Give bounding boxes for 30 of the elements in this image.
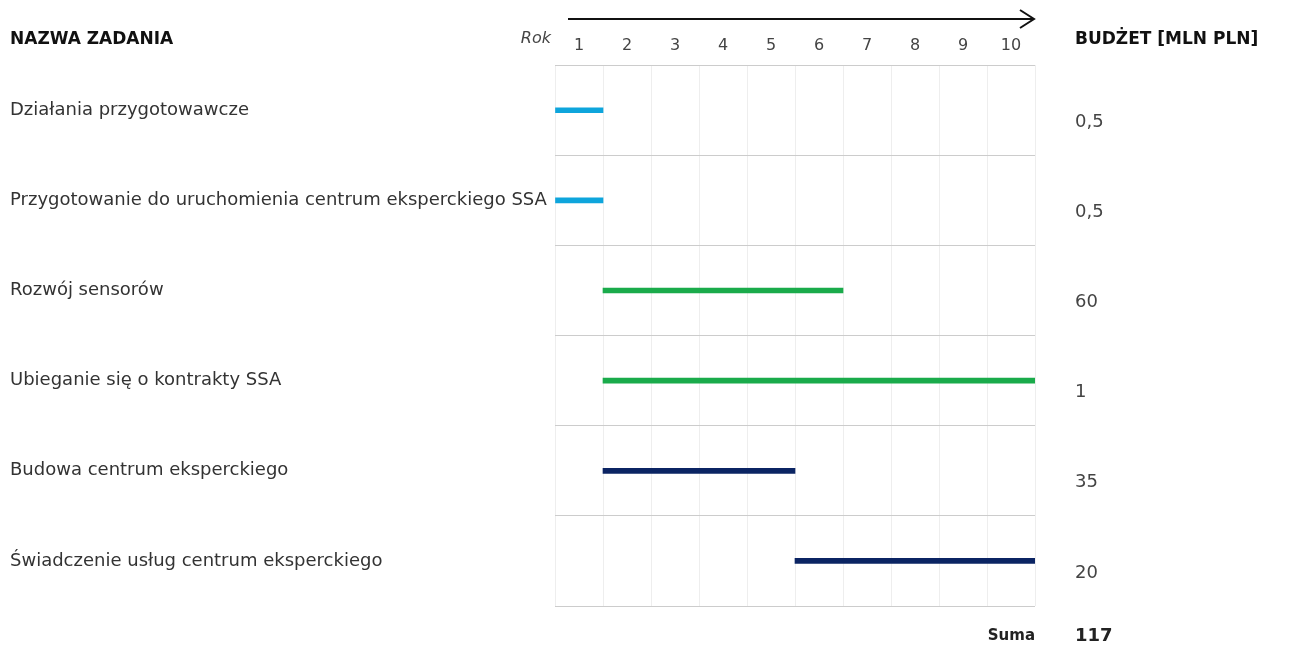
x-tick-label: 8 bbox=[909, 34, 921, 54]
y-tick-label: Działania przygotowawcze bbox=[10, 97, 249, 119]
y-tick-label: Świadczenie usług centrum eksperckiego bbox=[10, 548, 383, 570]
x-tick-label: 7 bbox=[861, 34, 873, 54]
text: 0,5 bbox=[1075, 200, 1104, 222]
y2-axis-title: BUDŻET [MLN PLN] bbox=[1075, 26, 1259, 48]
text: 1 bbox=[1075, 380, 1087, 402]
y-tick-label: Rozwój sensorów bbox=[10, 278, 164, 300]
x-tick-label: 9 bbox=[957, 34, 969, 54]
y-tick-label: Budowa centrum eksperckiego bbox=[10, 458, 289, 480]
x-tick-label: 3 bbox=[669, 34, 681, 54]
x-tick-label: 2 bbox=[621, 34, 633, 54]
x-tick-label: 4 bbox=[717, 34, 729, 54]
y-axis-title: NAZWA ZADANIA bbox=[10, 27, 175, 48]
bar bbox=[602, 467, 796, 474]
text: 35 bbox=[1075, 470, 1098, 492]
x-tick-label: 1 bbox=[573, 34, 585, 54]
bar bbox=[555, 107, 604, 114]
y-tick-label: Przygotowanie do uruchomienia centrum eksperckiego SSA bbox=[10, 188, 548, 210]
x-tick-label: 5 bbox=[765, 34, 777, 54]
text: 0,5 bbox=[1075, 109, 1104, 131]
y-tick-label: Ubieganie się o kontrakty SSA bbox=[10, 368, 282, 390]
bar bbox=[794, 558, 1035, 564]
x-tick-label: 6 bbox=[813, 34, 825, 54]
text: 117 bbox=[1075, 623, 1113, 645]
text: 60 bbox=[1075, 290, 1098, 312]
x-axis-title: Rok bbox=[520, 28, 552, 48]
text: 20 bbox=[1075, 560, 1098, 582]
text: Suma bbox=[987, 625, 1035, 644]
x-tick-label: 10 bbox=[1000, 34, 1022, 54]
